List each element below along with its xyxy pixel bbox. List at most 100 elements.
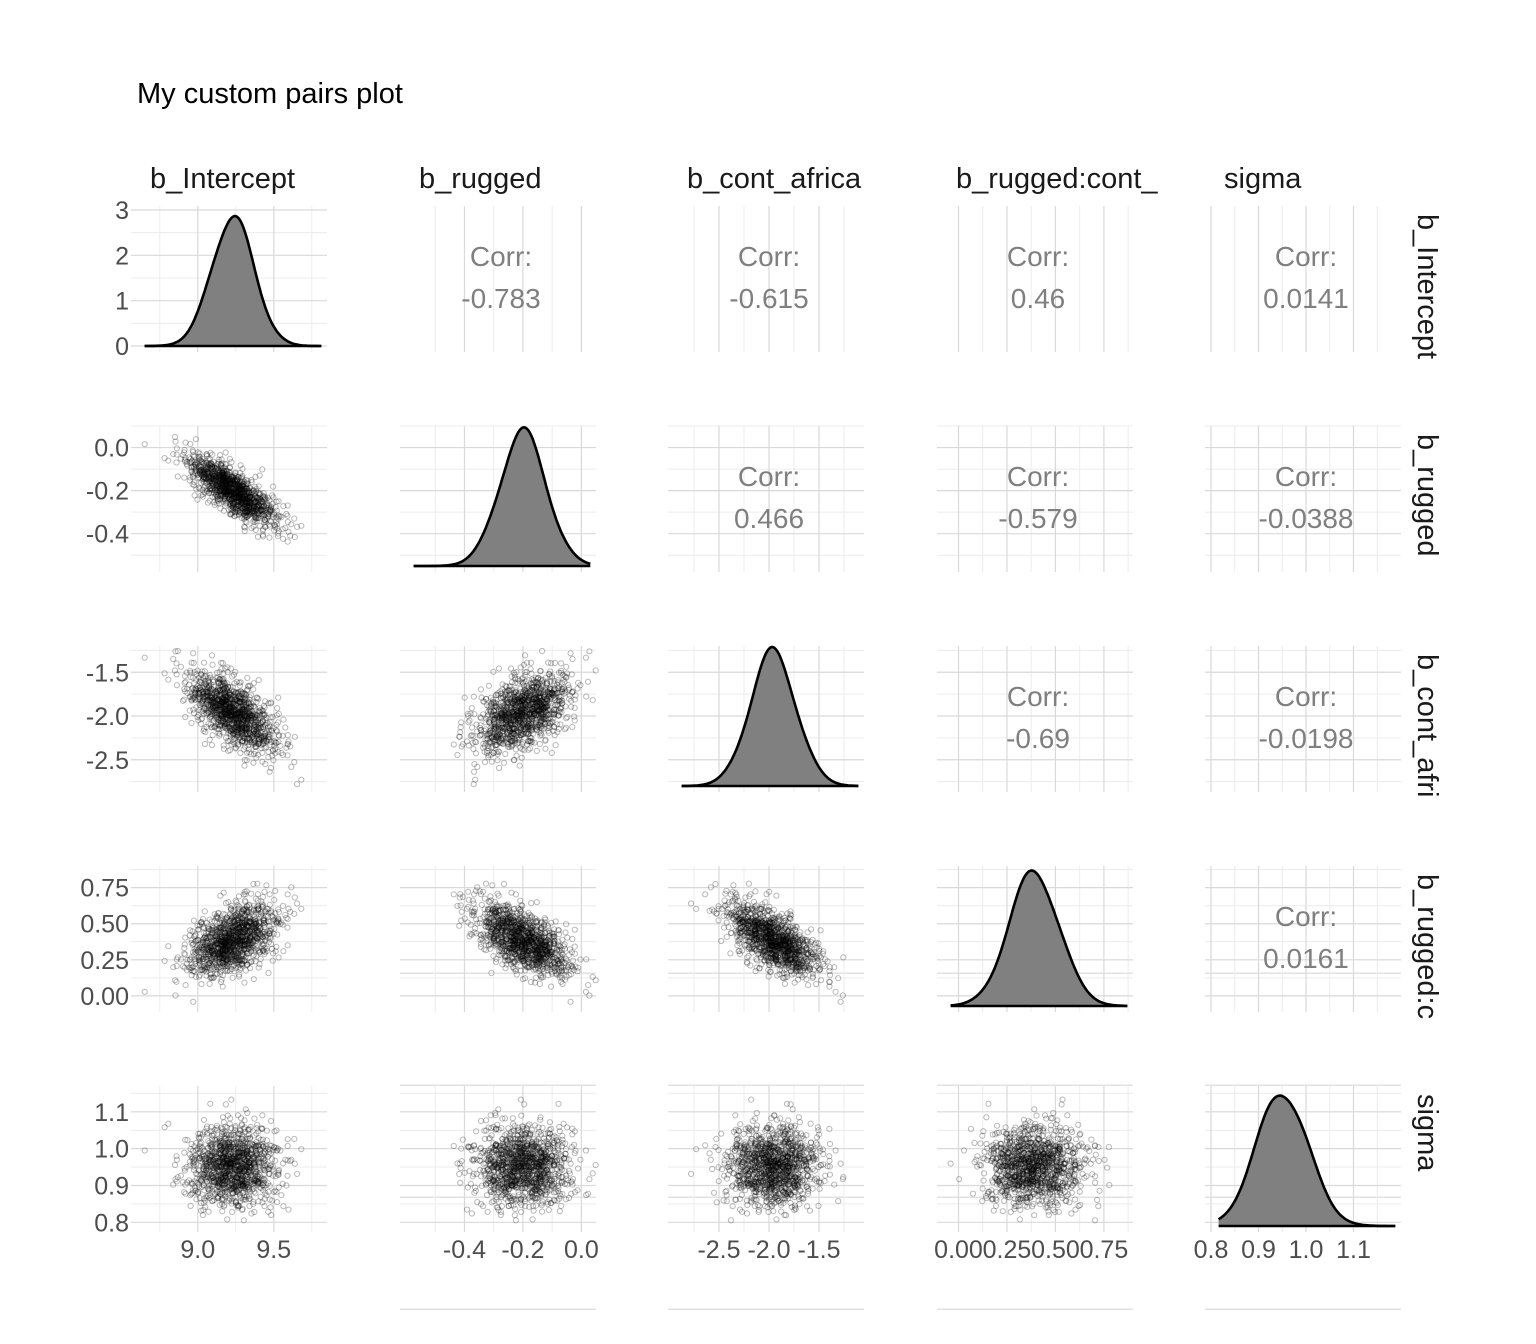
scatter-point xyxy=(190,998,197,1005)
scatter-point xyxy=(265,505,272,512)
scatter-point xyxy=(203,467,210,474)
scatter-point xyxy=(206,479,213,486)
scatter-point xyxy=(254,511,261,518)
scatter-point xyxy=(198,466,205,473)
scatter-point xyxy=(225,489,232,496)
scatter-point xyxy=(230,475,237,483)
x-tick-label: 9.5 xyxy=(256,1236,291,1264)
y-tick-label: 1.0 xyxy=(94,1136,129,1164)
scatter-point xyxy=(201,659,208,666)
chart-title: My custom pairs plot xyxy=(137,78,403,110)
scatter-point xyxy=(242,967,249,974)
scatter-point xyxy=(222,502,229,509)
scatter-point xyxy=(179,452,186,459)
scatter-point xyxy=(471,768,478,775)
scatter-point xyxy=(224,480,231,487)
scatter-point xyxy=(212,487,219,494)
scatter-point xyxy=(239,483,247,490)
scatter-point xyxy=(161,455,168,462)
y-tick-label: 0.75 xyxy=(80,875,129,903)
scatter-point xyxy=(253,505,260,512)
scatter-point xyxy=(161,957,168,965)
scatter-point xyxy=(219,483,226,490)
panel-3-0 xyxy=(131,866,327,1012)
scatter-point xyxy=(241,489,248,497)
scatter-point xyxy=(280,948,287,955)
scatter-point xyxy=(485,682,492,689)
scatter-point xyxy=(298,905,305,912)
scatter-point xyxy=(208,460,215,467)
scatter-point xyxy=(226,747,234,754)
row-strip-label: sigma xyxy=(1411,1094,1443,1172)
scatter-point xyxy=(218,479,226,486)
scatter-point xyxy=(262,511,269,518)
panel-2-0 xyxy=(131,646,327,792)
panel-0-0 xyxy=(131,206,327,352)
scatter-point xyxy=(223,470,230,477)
scatter-point xyxy=(208,652,216,659)
scatter-point xyxy=(583,693,590,700)
scatter-point xyxy=(230,500,237,507)
scatter-point xyxy=(284,732,291,739)
scatter-point xyxy=(209,465,216,473)
x-tick-label: 0.0 xyxy=(564,1236,599,1264)
scatter-point xyxy=(204,488,211,495)
x-tick-label: 0.8 xyxy=(1194,1236,1229,1264)
scatter-point xyxy=(220,476,227,483)
scatter-point xyxy=(195,466,202,473)
scatter-point xyxy=(210,480,217,487)
scatter-point xyxy=(188,458,195,465)
scatter-point xyxy=(258,507,265,514)
scatter-point xyxy=(210,489,217,496)
scatter-point xyxy=(291,515,298,522)
column-strip-label: b_cont_africa xyxy=(687,163,862,195)
scatter-point xyxy=(222,449,229,456)
y-tick-label: -2.5 xyxy=(86,747,129,775)
scatter-point xyxy=(203,476,210,483)
scatter-point xyxy=(174,473,181,480)
scatter-point xyxy=(254,514,261,521)
scatter-point xyxy=(250,680,257,687)
corr-value: -0.783 xyxy=(461,283,540,314)
scatter-point xyxy=(240,508,247,516)
y-tick-label: 0.25 xyxy=(80,947,129,975)
scatter-points xyxy=(141,433,305,545)
scatter-point xyxy=(245,507,252,514)
panel-2-1 xyxy=(400,646,599,792)
scatter-points xyxy=(141,647,305,788)
scatter-point xyxy=(260,503,267,510)
scatter-point xyxy=(212,491,219,498)
y-tick-label: 0.50 xyxy=(80,911,129,939)
panel-0-1: Corr:-0.783 xyxy=(400,206,596,1310)
scatter-point xyxy=(255,497,262,505)
y-tick-label: 0.9 xyxy=(94,1172,129,1200)
scatter-point xyxy=(564,713,571,721)
scatter-point xyxy=(227,501,235,508)
scatter-point xyxy=(470,746,477,753)
scatter-point xyxy=(552,742,559,749)
corr-label: Corr: xyxy=(1007,681,1069,712)
scatter-point xyxy=(241,762,248,769)
row-strip-label: b_cont_afri xyxy=(1411,654,1443,798)
scatter-point xyxy=(215,474,222,481)
scatter-point xyxy=(252,498,259,505)
y-tick-label: 3 xyxy=(115,197,129,225)
x-tick-label: 1.0 xyxy=(1289,1236,1324,1264)
scatter-point xyxy=(265,969,272,977)
scatter-point xyxy=(238,488,245,495)
scatter-point xyxy=(206,473,213,481)
x-tick-label: 0.9 xyxy=(1241,1236,1276,1264)
scatter-point xyxy=(248,490,255,497)
scatter-point xyxy=(186,454,193,461)
scatter-point xyxy=(238,508,245,515)
scatter-point xyxy=(255,503,262,511)
panel-0-2: Corr:-0.615 xyxy=(668,206,864,1310)
scatter-point xyxy=(291,733,298,740)
scatter-point xyxy=(173,445,180,452)
scatter-point xyxy=(563,663,570,670)
row-strip-label: b_rugged xyxy=(1411,434,1443,557)
scatter-point xyxy=(266,891,273,898)
scatter-point xyxy=(220,742,227,749)
scatter-point xyxy=(225,477,232,484)
